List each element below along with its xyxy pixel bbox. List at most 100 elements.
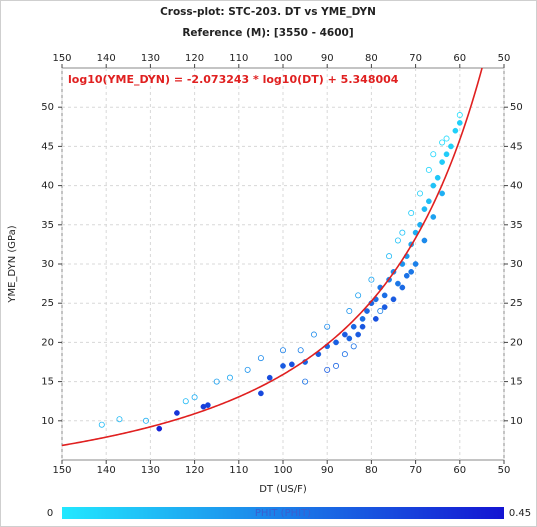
scatter-point [226,374,233,381]
scatter-point [386,253,393,260]
scatter-point [266,374,273,381]
scatter-point [346,308,353,315]
scatter-point [395,280,401,287]
x-tick-label-top: 60 [453,53,466,64]
scatter-point [381,304,388,310]
fit-curve [62,68,483,447]
colorbar [62,507,504,519]
scatter-point [439,190,445,197]
scatter-point [98,421,105,428]
scatter-point [439,159,445,165]
x-tick-label-top: 100 [273,53,292,64]
scatter-point [434,174,441,181]
chart-title: Cross-plot: STC-203. DT vs YME_DYN [160,6,376,18]
scatter-point [156,425,163,432]
y-tick-label: 45 [41,141,54,152]
fit-equation: log10(YME_DYN) = -2.073243 * log10(DT) +… [68,73,399,86]
y-tick-label-right: 35 [510,220,523,231]
scatter-point [456,112,463,119]
scatter-point [390,296,397,303]
scatter-point [302,378,309,385]
x-tick-label: 80 [365,465,378,476]
scatter-point [324,366,331,373]
scatter-point [403,272,410,279]
y-tick-label-right: 45 [510,141,523,152]
scatter-point [346,335,353,342]
scatter-point [421,206,428,212]
x-tick-label: 140 [97,465,116,476]
scatter-point [448,143,454,150]
scatter-point [377,308,384,315]
scatter-point [417,190,424,197]
x-tick-label: 60 [453,465,466,476]
scatter-point [421,237,428,244]
scatter-point [174,410,180,416]
x-tick-label: 70 [409,465,422,476]
x-tick-label-top: 70 [409,53,422,64]
y-tick-label: 10 [41,416,54,427]
scatter-point [333,339,339,346]
x-tick-label-top: 90 [321,53,334,64]
y-tick-label-right: 50 [510,102,523,113]
scatter-point [324,323,331,330]
x-tick-label-top: 120 [185,53,204,64]
colorbar-label: PHIT (PHIT) [255,508,311,519]
scatter-point [399,284,406,291]
scatter-point [257,355,264,362]
scatter-point [394,237,401,244]
y-tick-label: 40 [41,181,54,192]
scatter-point [368,276,375,283]
x-tick-label: 130 [141,465,160,476]
scatter-point [452,127,459,134]
x-tick-label-top: 50 [498,53,511,64]
scatter-point [205,402,211,408]
scatter-point [182,398,189,405]
scatter-point [191,394,198,401]
scatter-point [342,331,348,338]
scatter-point [408,268,415,275]
y-tick-label: 50 [41,102,54,113]
scatter-point [213,378,220,385]
y-tick-label: 30 [41,259,54,270]
y-tick-label-right: 10 [510,416,523,427]
x-tick-label-top: 110 [229,53,248,64]
y-axis-label: YME_DYN (GPa) [7,225,18,303]
scatter-point [355,292,362,299]
x-tick-label-top: 140 [97,53,116,64]
scatter-point [280,363,286,369]
y-tick-label: 25 [41,298,54,309]
y-tick-label-right: 25 [510,298,523,309]
scatter-point [364,308,370,314]
x-axis-label: DT (US/F) [259,484,307,495]
scatter-point [426,198,432,205]
scatter-point [310,331,317,338]
scatter-point [381,292,388,299]
y-tick-label: 15 [41,377,54,388]
x-tick-label: 150 [52,465,71,476]
scatter-point [456,120,463,126]
scatter-point [258,390,264,397]
y-tick-label: 35 [41,220,54,231]
scatter-point [341,351,348,358]
scatter-point [372,316,379,322]
scatter-point [359,323,366,330]
colorbar-max: 0.45 [509,508,531,519]
x-tick-label: 90 [321,465,334,476]
scatter-point [297,347,304,354]
scatter-point [244,366,251,373]
x-tick-label: 50 [498,465,511,476]
scatter-point [439,139,446,146]
scatter-point [279,347,286,354]
scatter-point [425,166,432,173]
scatter-point [430,182,437,189]
x-tick-label-top: 80 [365,53,378,64]
scatter-point [443,135,450,142]
scatter-point [142,417,149,424]
colorbar-min: 0 [47,508,53,519]
y-tick-label: 20 [41,337,54,348]
scatter-point [399,229,406,236]
y-tick-label-right: 40 [510,181,523,192]
x-tick-label-top: 150 [52,53,71,64]
y-tick-label-right: 20 [510,337,523,348]
scatter-point [355,331,361,338]
